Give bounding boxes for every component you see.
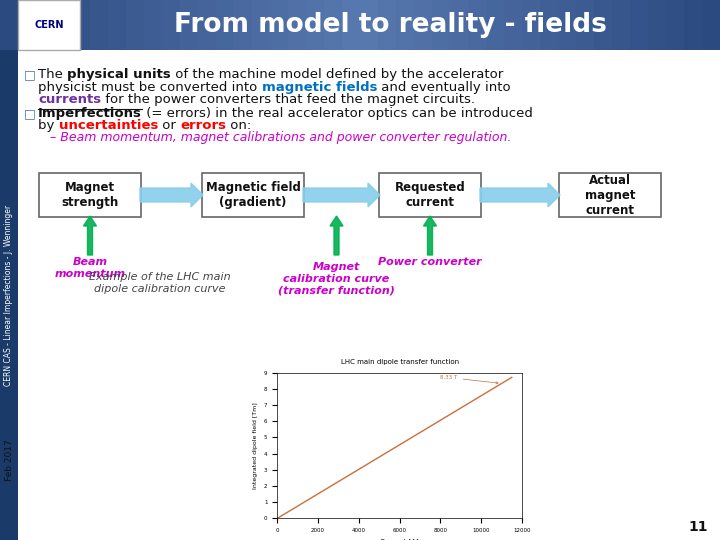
Bar bbox=[324, 0, 343, 50]
Bar bbox=[72, 0, 91, 50]
Bar bbox=[162, 0, 181, 50]
Text: Imperfections: Imperfections bbox=[38, 107, 142, 120]
Bar bbox=[180, 0, 199, 50]
FancyArrow shape bbox=[480, 183, 560, 207]
Bar bbox=[342, 0, 361, 50]
Text: by: by bbox=[38, 119, 58, 132]
FancyBboxPatch shape bbox=[18, 0, 80, 50]
Bar bbox=[684, 0, 703, 50]
Text: Feb 2017: Feb 2017 bbox=[4, 439, 14, 481]
FancyArrow shape bbox=[140, 183, 203, 207]
FancyBboxPatch shape bbox=[559, 173, 661, 217]
Y-axis label: Integrated dipole field [Tm]: Integrated dipole field [Tm] bbox=[253, 402, 258, 489]
Bar bbox=[216, 0, 235, 50]
Text: on:: on: bbox=[226, 119, 251, 132]
Text: From model to reality - fields: From model to reality - fields bbox=[174, 12, 606, 38]
Text: The: The bbox=[38, 68, 67, 81]
Bar bbox=[90, 0, 109, 50]
Text: – Beam momentum, magnet calibrations and power converter regulation.: – Beam momentum, magnet calibrations and… bbox=[50, 131, 511, 144]
Bar bbox=[378, 0, 397, 50]
Bar bbox=[144, 0, 163, 50]
Bar bbox=[0, 50, 18, 540]
Title: LHC main dipole transfer function: LHC main dipole transfer function bbox=[341, 359, 459, 365]
FancyArrow shape bbox=[423, 216, 436, 255]
Text: physical units: physical units bbox=[67, 68, 171, 81]
Bar bbox=[306, 0, 325, 50]
FancyBboxPatch shape bbox=[202, 173, 304, 217]
FancyArrow shape bbox=[84, 216, 96, 255]
Bar bbox=[486, 0, 505, 50]
Bar bbox=[666, 0, 685, 50]
Text: Requested
current: Requested current bbox=[395, 181, 465, 209]
Text: Example of the LHC main
dipole calibration curve: Example of the LHC main dipole calibrati… bbox=[89, 272, 231, 294]
Bar bbox=[360, 0, 379, 50]
Bar bbox=[468, 0, 487, 50]
X-axis label: Current [A]: Current [A] bbox=[380, 539, 419, 540]
Bar bbox=[558, 0, 577, 50]
Bar bbox=[612, 0, 631, 50]
Bar bbox=[252, 0, 271, 50]
Bar bbox=[702, 0, 720, 50]
Bar bbox=[594, 0, 613, 50]
Bar bbox=[288, 0, 307, 50]
FancyBboxPatch shape bbox=[379, 173, 481, 217]
Text: 8.33 T: 8.33 T bbox=[441, 375, 498, 384]
Text: for the power converters that feed the magnet circuits.: for the power converters that feed the m… bbox=[101, 93, 475, 106]
Bar bbox=[198, 0, 217, 50]
FancyBboxPatch shape bbox=[39, 173, 141, 217]
Bar bbox=[630, 0, 649, 50]
Bar bbox=[522, 0, 541, 50]
Text: Actual
magnet
current: Actual magnet current bbox=[585, 173, 635, 217]
Text: of the machine model defined by the accelerator: of the machine model defined by the acce… bbox=[171, 68, 503, 81]
Bar bbox=[18, 0, 37, 50]
Text: physicist must be converted into: physicist must be converted into bbox=[38, 81, 261, 94]
Bar bbox=[108, 0, 127, 50]
Text: uncertainties: uncertainties bbox=[58, 119, 158, 132]
FancyArrow shape bbox=[303, 183, 380, 207]
Text: or: or bbox=[158, 119, 180, 132]
Bar bbox=[414, 0, 433, 50]
Text: CERN CAS - Linear Imperfections - J. Wenninger: CERN CAS - Linear Imperfections - J. Wen… bbox=[4, 205, 14, 386]
Bar bbox=[432, 0, 451, 50]
Bar bbox=[450, 0, 469, 50]
Bar bbox=[396, 0, 415, 50]
Text: Magnet
strength: Magnet strength bbox=[61, 181, 119, 209]
Text: CERN: CERN bbox=[35, 20, 64, 30]
Text: □: □ bbox=[24, 107, 36, 120]
FancyArrow shape bbox=[330, 216, 343, 255]
Bar bbox=[36, 0, 55, 50]
Bar bbox=[540, 0, 559, 50]
Bar bbox=[648, 0, 667, 50]
Text: currents: currents bbox=[38, 93, 101, 106]
Text: errors: errors bbox=[180, 119, 226, 132]
Text: magnetic fields: magnetic fields bbox=[261, 81, 377, 94]
Bar bbox=[126, 0, 145, 50]
Bar bbox=[576, 0, 595, 50]
Bar bbox=[270, 0, 289, 50]
Bar bbox=[0, 0, 19, 50]
Text: Magnet
calibration curve
(transfer function): Magnet calibration curve (transfer funct… bbox=[278, 262, 395, 295]
Text: Power converter: Power converter bbox=[378, 257, 482, 267]
Text: Magnetic field
(gradient): Magnetic field (gradient) bbox=[206, 181, 300, 209]
Text: and eventually into: and eventually into bbox=[377, 81, 510, 94]
Text: □: □ bbox=[24, 68, 36, 81]
Text: (= errors) in the real accelerator optics can be introduced: (= errors) in the real accelerator optic… bbox=[142, 107, 533, 120]
Text: Beam
momentum: Beam momentum bbox=[55, 257, 125, 279]
Bar bbox=[234, 0, 253, 50]
Bar bbox=[54, 0, 73, 50]
Bar bbox=[504, 0, 523, 50]
Text: 11: 11 bbox=[688, 520, 708, 534]
